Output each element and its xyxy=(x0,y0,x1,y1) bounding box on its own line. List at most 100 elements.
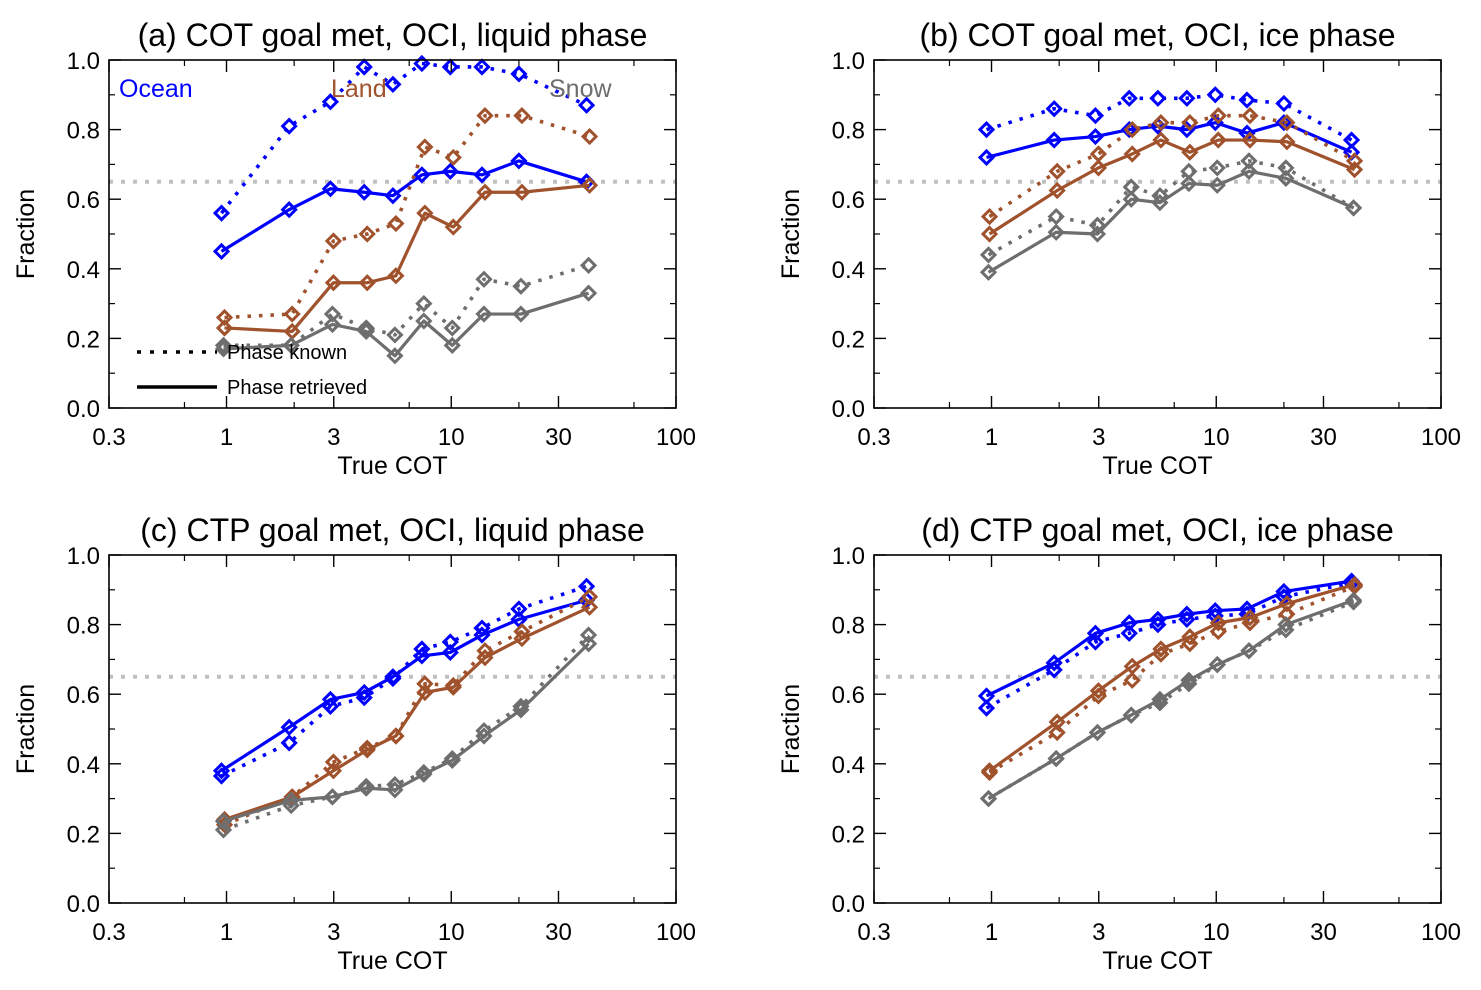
series-ocean-known xyxy=(212,577,596,785)
data-point-diamond xyxy=(386,326,404,344)
data-point-diamond xyxy=(1209,622,1227,641)
data-point-diamond xyxy=(214,812,233,830)
y-tick-label: 1.0 xyxy=(67,48,100,75)
plot-frame xyxy=(873,59,1442,409)
data-point-diamond xyxy=(1181,628,1199,646)
data-point-diamond xyxy=(413,54,431,73)
data-point-diamond xyxy=(1206,86,1224,104)
data-point-diamond xyxy=(1180,174,1198,193)
series-snow-known xyxy=(214,256,598,354)
series-snow-retrieved xyxy=(979,162,1363,281)
y-axis-label: Fraction xyxy=(777,189,805,279)
data-point-diamond xyxy=(510,610,528,629)
series-ocean-known xyxy=(977,86,1361,149)
data-point-diamond xyxy=(1344,591,1363,609)
legend-label-phase-known: Phase known xyxy=(227,342,347,364)
data-point-diamond xyxy=(324,274,343,292)
data-point-diamond xyxy=(1120,614,1138,632)
data-point-diamond xyxy=(215,308,234,327)
data-point-diamond xyxy=(1089,145,1108,163)
data-point-diamond xyxy=(1241,609,1259,627)
data-point-diamond xyxy=(580,588,599,606)
data-point-diamond xyxy=(1240,152,1258,170)
y-tick-label: 1.0 xyxy=(67,543,100,570)
x-tick-label: 0.3 xyxy=(857,424,890,451)
data-point-diamond xyxy=(1151,690,1169,709)
data-point-diamond xyxy=(1151,194,1169,212)
series-line xyxy=(985,93,1353,142)
data-point-diamond xyxy=(977,148,996,167)
data-point-diamond xyxy=(413,647,431,665)
series-line xyxy=(987,598,1355,800)
y-tick-label: 0.0 xyxy=(67,891,100,918)
data-point-diamond xyxy=(1238,91,1256,109)
data-point-diamond xyxy=(1209,107,1227,125)
x-axis-label: True COT xyxy=(1102,947,1212,975)
data-point-diamond xyxy=(1120,89,1138,107)
data-point-diamond xyxy=(1152,114,1170,132)
series-line xyxy=(223,642,590,823)
data-point-diamond xyxy=(1344,199,1363,217)
x-tick-label: 0.3 xyxy=(92,919,125,946)
data-point-diamond xyxy=(1123,145,1141,163)
data-point-diamond xyxy=(513,183,531,201)
data-point-diamond xyxy=(1278,595,1296,613)
data-point-diamond xyxy=(979,263,998,281)
data-point-diamond xyxy=(579,284,598,302)
data-point-diamond xyxy=(1152,131,1170,149)
data-point-diamond xyxy=(1345,152,1364,170)
x-tick-label: 3 xyxy=(1092,424,1105,451)
data-point-diamond xyxy=(1089,682,1108,700)
data-point-diamond xyxy=(321,180,340,198)
series-land-retrieved xyxy=(980,575,1364,780)
data-point-diamond xyxy=(358,274,376,292)
data-point-diamond xyxy=(977,120,996,139)
data-point-diamond xyxy=(513,629,531,648)
y-tick-label: 0.8 xyxy=(832,118,865,145)
data-point-diamond xyxy=(1123,120,1141,139)
data-point-diamond xyxy=(280,718,298,736)
series-land-retrieved xyxy=(980,131,1364,243)
data-point-diamond xyxy=(475,727,493,745)
data-point-diamond xyxy=(1209,131,1227,149)
data-point-diamond xyxy=(1240,162,1258,180)
data-point-diamond xyxy=(977,699,996,717)
data-point-diamond xyxy=(416,675,434,693)
data-point-diamond xyxy=(384,668,402,686)
data-point-diamond xyxy=(1241,131,1259,149)
series-ocean-retrieved xyxy=(212,152,596,261)
data-point-diamond xyxy=(1047,223,1065,241)
y-axis-label: Fraction xyxy=(12,189,40,279)
data-point-diamond xyxy=(1120,624,1138,642)
series-land-known xyxy=(980,107,1364,226)
x-axis-label: True COT xyxy=(1102,452,1212,480)
data-point-diamond xyxy=(980,207,999,226)
data-point-diamond xyxy=(282,791,300,809)
data-point-diamond xyxy=(1208,655,1226,674)
data-point-diamond xyxy=(1345,160,1364,179)
data-point-diamond xyxy=(1086,624,1105,642)
data-point-diamond xyxy=(215,319,234,337)
data-point-diamond xyxy=(513,107,531,125)
data-point-diamond xyxy=(212,242,231,261)
panel-title: (c) CTP goal met, OCI, liquid phase xyxy=(140,512,645,548)
data-point-diamond xyxy=(1088,723,1107,742)
y-tick-label: 0.2 xyxy=(832,326,865,353)
data-point-diamond xyxy=(387,214,405,233)
y-tick-label: 0.6 xyxy=(67,187,100,214)
data-point-diamond xyxy=(577,96,596,114)
series-ocean-retrieved xyxy=(212,591,596,780)
y-tick-label: 0.6 xyxy=(832,682,865,709)
legend-label-phase-retrieved: Phase retrieved xyxy=(227,377,367,399)
data-point-diamond xyxy=(416,138,434,156)
data-point-diamond xyxy=(1045,654,1063,672)
series-line xyxy=(988,138,1356,236)
x-tick-label: 100 xyxy=(656,919,696,946)
series-line xyxy=(223,605,591,821)
data-point-diamond xyxy=(283,788,301,806)
data-point-diamond xyxy=(1178,605,1196,623)
data-point-diamond xyxy=(1180,671,1198,689)
series-line xyxy=(987,600,1355,801)
data-point-diamond xyxy=(979,789,998,808)
series-land-retrieved xyxy=(215,598,599,829)
